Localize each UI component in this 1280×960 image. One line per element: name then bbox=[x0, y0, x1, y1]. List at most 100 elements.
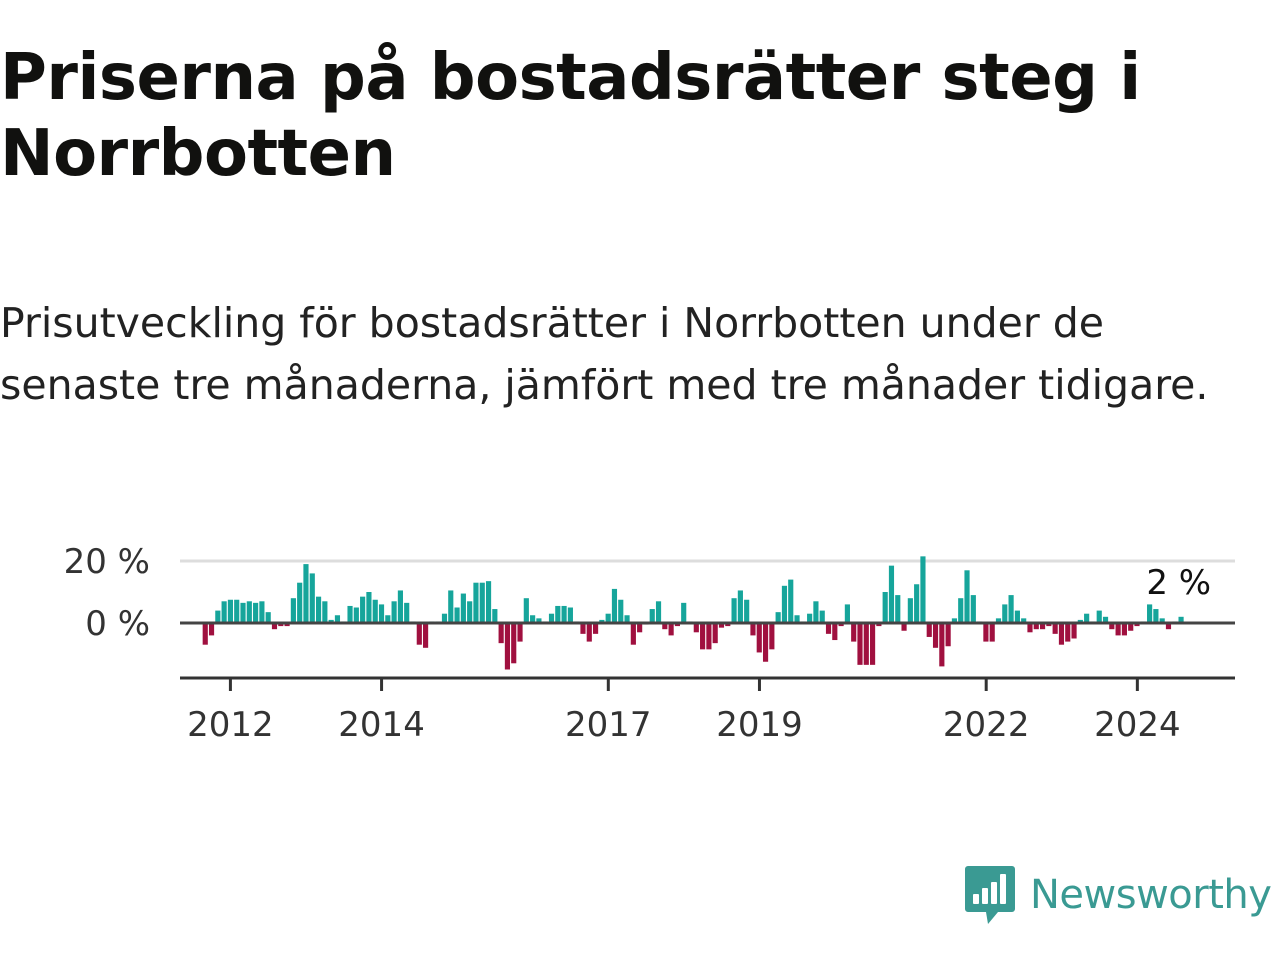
bar bbox=[397, 590, 403, 623]
bar bbox=[309, 573, 315, 623]
bar bbox=[970, 595, 976, 623]
bar bbox=[265, 612, 271, 623]
bar bbox=[637, 623, 643, 633]
bar bbox=[769, 623, 775, 650]
bar bbox=[825, 623, 832, 634]
page-title: Priserna på bostadsrätter steg i Norrbot… bbox=[0, 41, 1141, 191]
bar bbox=[1121, 623, 1127, 636]
bar bbox=[1027, 623, 1033, 633]
bar bbox=[863, 623, 869, 665]
bar bbox=[876, 623, 882, 627]
bar bbox=[674, 623, 680, 627]
bar bbox=[725, 623, 731, 627]
bar bbox=[1065, 623, 1071, 642]
bar bbox=[712, 623, 718, 644]
bar bbox=[391, 601, 397, 623]
bar bbox=[895, 595, 901, 623]
bar bbox=[838, 623, 844, 627]
bar bbox=[932, 623, 939, 648]
bar bbox=[1071, 623, 1077, 639]
bar bbox=[914, 584, 920, 623]
bar bbox=[844, 604, 850, 623]
bar bbox=[303, 564, 309, 623]
bar bbox=[1021, 618, 1027, 623]
bar bbox=[353, 607, 359, 623]
bar bbox=[731, 598, 737, 623]
bar bbox=[208, 623, 215, 636]
bar bbox=[555, 605, 561, 623]
bar bbox=[700, 623, 706, 650]
bar bbox=[536, 618, 542, 623]
bar bbox=[781, 585, 788, 623]
bar bbox=[989, 623, 995, 642]
bar bbox=[1147, 604, 1153, 623]
brand-name: Newsworthy bbox=[1030, 872, 1272, 918]
bar bbox=[964, 570, 970, 623]
x-tick-label: 2019 bbox=[716, 705, 803, 745]
bar bbox=[618, 599, 624, 623]
bar bbox=[271, 623, 278, 630]
axis-layer bbox=[180, 621, 1235, 691]
bar bbox=[649, 609, 655, 623]
bar bbox=[259, 601, 265, 623]
bar bbox=[1102, 616, 1109, 623]
bar bbox=[662, 623, 668, 630]
bar bbox=[523, 598, 529, 623]
bar bbox=[951, 618, 958, 623]
bar bbox=[504, 623, 511, 670]
bar bbox=[492, 609, 498, 623]
bar bbox=[1052, 623, 1058, 634]
bar bbox=[517, 623, 523, 642]
bar bbox=[1046, 623, 1052, 627]
bar bbox=[819, 610, 825, 623]
x-tick-label: 2014 bbox=[338, 705, 425, 745]
bar bbox=[1077, 619, 1083, 623]
bar bbox=[347, 605, 353, 623]
bar bbox=[334, 615, 341, 623]
bar bbox=[278, 623, 284, 627]
bar bbox=[762, 623, 769, 662]
bar bbox=[215, 610, 221, 623]
bar bbox=[907, 598, 913, 623]
bar bbox=[1165, 623, 1172, 630]
bar bbox=[681, 602, 687, 623]
bar bbox=[290, 598, 296, 623]
bar bbox=[221, 601, 227, 623]
bar bbox=[655, 601, 662, 623]
bar bbox=[693, 623, 699, 633]
last-value-label: 2 % bbox=[1146, 563, 1211, 603]
bar bbox=[366, 592, 372, 623]
bar bbox=[378, 604, 385, 623]
bar bbox=[253, 602, 259, 623]
bar bbox=[983, 623, 989, 642]
bar bbox=[599, 619, 605, 623]
x-tick-label: 2012 bbox=[187, 705, 274, 745]
bar bbox=[1014, 610, 1020, 623]
bar bbox=[328, 619, 334, 623]
bar bbox=[807, 613, 813, 623]
bar bbox=[1033, 623, 1039, 630]
bar bbox=[668, 623, 674, 636]
bar bbox=[561, 605, 567, 623]
x-tick-label: 2022 bbox=[943, 705, 1030, 745]
bar bbox=[360, 596, 366, 623]
brand-logo: Newsworthy bbox=[964, 864, 1272, 926]
x-tick-label: 2017 bbox=[565, 705, 652, 745]
y-tick-label: 0 % bbox=[85, 604, 150, 644]
bar bbox=[1159, 618, 1165, 623]
bar bbox=[485, 581, 492, 623]
bar bbox=[580, 623, 586, 634]
bar bbox=[624, 615, 630, 623]
bar bbox=[1039, 623, 1046, 630]
chart-subtitle: Prisutveckling för bostadsrätter i Norrb… bbox=[0, 299, 1209, 409]
bar bbox=[788, 579, 794, 623]
bar bbox=[297, 582, 303, 623]
bar bbox=[1109, 623, 1115, 630]
bar bbox=[750, 623, 756, 636]
bar bbox=[227, 599, 233, 623]
bar bbox=[794, 615, 800, 623]
bar bbox=[1134, 623, 1140, 627]
bar bbox=[1084, 613, 1090, 623]
bar bbox=[995, 618, 1002, 623]
bar bbox=[813, 601, 819, 623]
